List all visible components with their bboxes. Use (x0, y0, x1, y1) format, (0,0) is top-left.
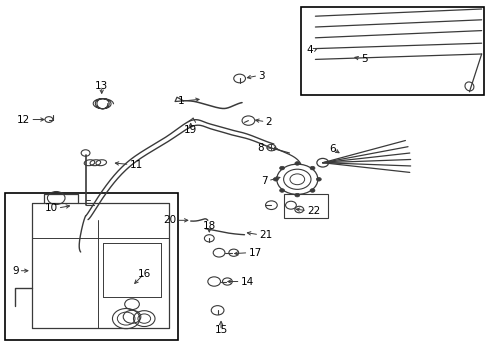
Text: 5: 5 (360, 54, 367, 64)
Text: 4: 4 (305, 45, 312, 55)
Text: 20: 20 (163, 215, 176, 225)
Text: 19: 19 (183, 125, 197, 135)
Circle shape (294, 162, 299, 165)
Text: 7: 7 (261, 176, 267, 186)
Text: 6: 6 (328, 144, 335, 154)
Circle shape (279, 189, 284, 192)
Text: 11: 11 (129, 159, 142, 170)
Text: 16: 16 (137, 269, 151, 279)
Circle shape (316, 177, 321, 181)
Text: 9: 9 (12, 266, 19, 276)
Text: 13: 13 (95, 81, 108, 91)
Bar (5, 193, 178, 340)
Circle shape (273, 177, 278, 181)
Text: 2: 2 (265, 117, 272, 127)
Text: 1: 1 (178, 96, 184, 106)
Text: 3: 3 (258, 71, 264, 81)
Circle shape (309, 189, 314, 192)
Text: 8: 8 (257, 143, 264, 153)
Text: 22: 22 (306, 206, 320, 216)
Text: 21: 21 (259, 230, 272, 240)
Text: 12: 12 (17, 114, 30, 125)
Text: 15: 15 (214, 325, 227, 336)
Text: 10: 10 (44, 203, 58, 213)
Text: 18: 18 (202, 221, 216, 231)
Circle shape (309, 166, 314, 170)
Text: 17: 17 (248, 248, 261, 258)
Text: 14: 14 (240, 276, 253, 287)
Circle shape (279, 166, 284, 170)
Bar (300, 7, 483, 95)
Bar (283, 194, 327, 218)
Circle shape (294, 193, 299, 197)
